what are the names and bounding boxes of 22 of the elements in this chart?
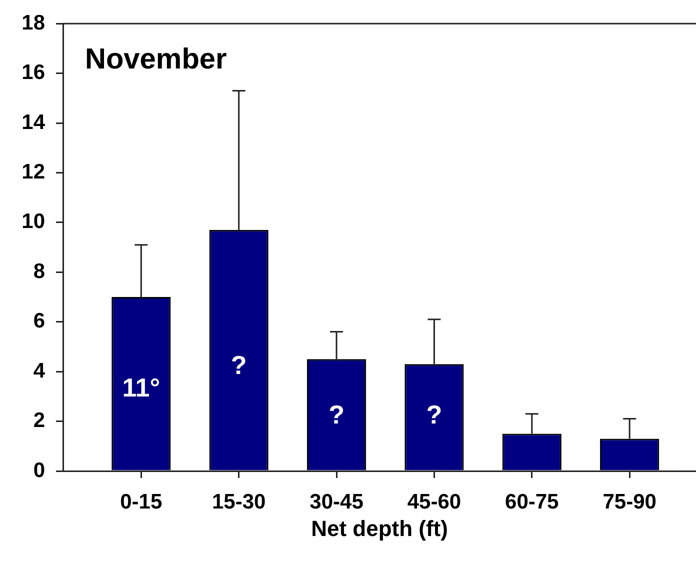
y-tick-label: 12 — [22, 160, 45, 184]
y-tick-label: 10 — [22, 210, 45, 234]
x-axis-title: Net depth (ft) — [311, 516, 448, 541]
annotation: ? — [426, 400, 442, 430]
x-tick-label: 75-90 — [602, 490, 656, 514]
y-tick-label: 4 — [33, 359, 46, 382]
x-tick-label: 0-15 — [120, 490, 162, 514]
y-tick-label: 6 — [33, 310, 45, 333]
annotation: ? — [328, 400, 344, 430]
y-tick-label: 14 — [22, 110, 46, 134]
y-tick-label: 2 — [33, 409, 45, 432]
x-tick-label: 45-60 — [407, 490, 462, 514]
x-tick-label: 15-30 — [212, 490, 266, 514]
x-tick-label: 30-45 — [310, 490, 364, 514]
text: November — [85, 44, 227, 76]
annotation: 11° — [122, 372, 160, 402]
annotation: ? — [230, 350, 247, 380]
y-tick-label: 18 — [22, 11, 46, 34]
y-tick-label: 8 — [33, 260, 46, 283]
y-tick-label: 16 — [22, 61, 45, 84]
x-tick-label: 60-75 — [505, 490, 560, 514]
y-tick-label: 0 — [33, 458, 45, 482]
